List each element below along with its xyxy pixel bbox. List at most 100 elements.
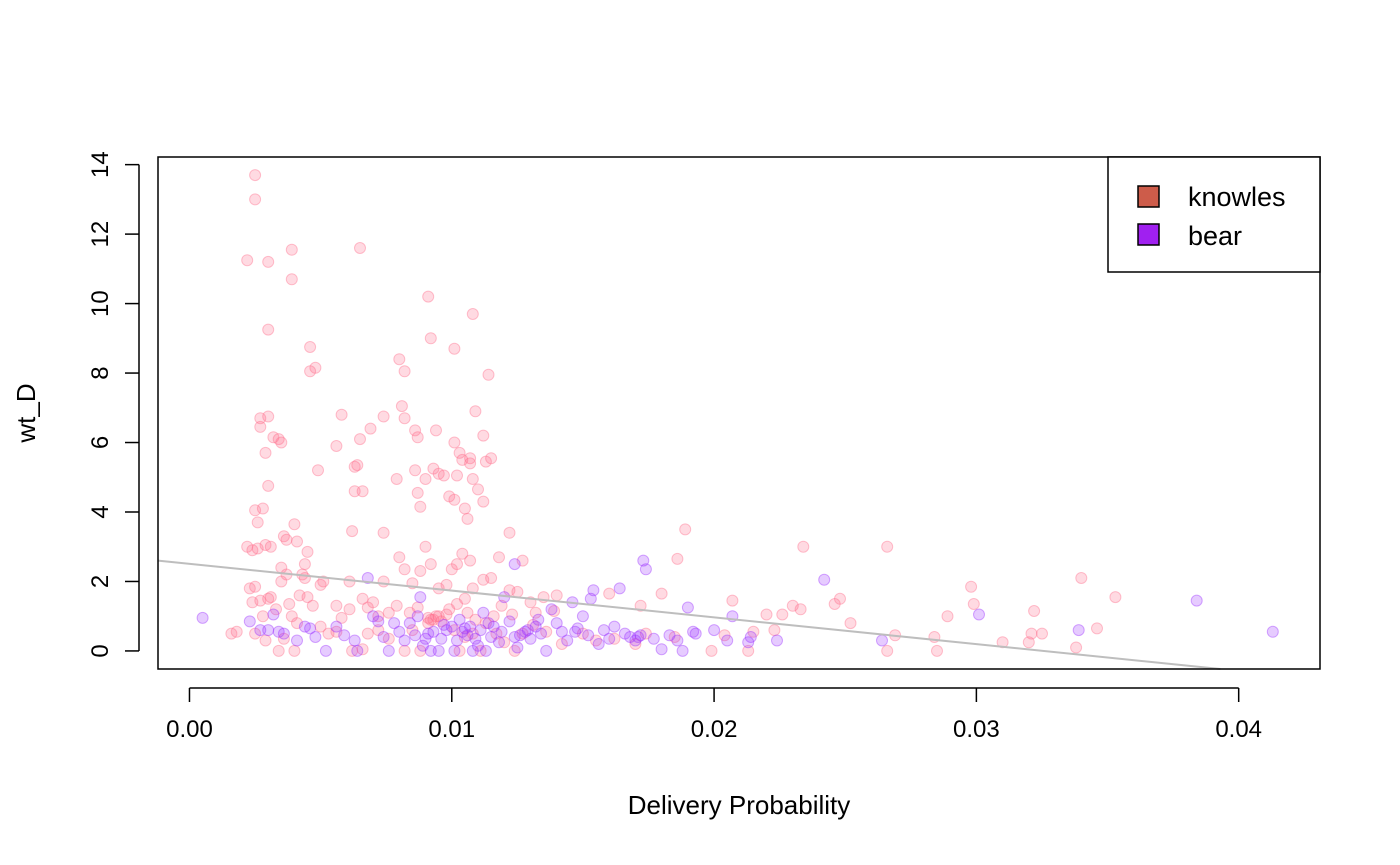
data-point-knowles-90 bbox=[493, 551, 505, 564]
data-point-knowles-161 bbox=[272, 644, 285, 657]
x-tick-label-4: 0.04 bbox=[1215, 716, 1262, 743]
data-point-knowles-202 bbox=[768, 624, 781, 637]
y-tick-label-1: 2 bbox=[87, 575, 114, 588]
data-point-knowles-222 bbox=[270, 603, 282, 616]
data-point-bear-78 bbox=[629, 634, 642, 647]
data-point-bear-45 bbox=[474, 624, 487, 637]
data-point-knowles-86 bbox=[419, 540, 432, 553]
data-point-bear-106 bbox=[569, 625, 582, 638]
data-point-bear-26 bbox=[414, 591, 427, 604]
data-point-bear-19 bbox=[377, 631, 390, 643]
data-point-bear-64 bbox=[555, 625, 568, 638]
data-point-bear-72 bbox=[597, 624, 610, 637]
data-point-bear-15 bbox=[351, 644, 364, 657]
data-point-knowles-153 bbox=[1070, 641, 1083, 654]
data-point-bear-55 bbox=[511, 641, 524, 654]
data-point-knowles-44 bbox=[437, 469, 450, 482]
y-axis: 0 2 4 6 8 10 12 14 bbox=[87, 151, 140, 658]
data-point-knowles-80 bbox=[264, 540, 277, 553]
data-point-bear-2 bbox=[254, 624, 267, 637]
data-point-knowles-214 bbox=[390, 599, 403, 612]
data-point-bear-101 bbox=[448, 644, 461, 657]
data-point-bear-102 bbox=[495, 625, 508, 638]
x-tick-label-0: 0.00 bbox=[166, 716, 213, 743]
data-point-bear-109 bbox=[647, 632, 660, 645]
data-point-bear-74 bbox=[608, 620, 621, 633]
data-point-knowles-194 bbox=[590, 634, 602, 647]
data-point-knowles-71 bbox=[280, 533, 293, 546]
data-point-knowles-47 bbox=[456, 453, 469, 466]
data-point-knowles-12 bbox=[398, 365, 411, 378]
data-point-knowles-220 bbox=[306, 599, 319, 612]
data-point-bear-14 bbox=[348, 634, 361, 647]
data-point-bear-83 bbox=[663, 629, 676, 642]
data-point-bear-59 bbox=[529, 620, 542, 633]
x-axis-title: Delivery Probability bbox=[628, 790, 851, 820]
data-point-bear-44 bbox=[472, 639, 484, 652]
data-point-knowles-76 bbox=[241, 540, 254, 553]
data-point-knowles-136 bbox=[760, 608, 773, 621]
data-point-knowles-174 bbox=[406, 624, 419, 637]
data-point-knowles-215 bbox=[382, 606, 395, 619]
data-point-knowles-123 bbox=[466, 582, 479, 595]
data-point-knowles-190 bbox=[527, 618, 540, 631]
data-point-bear-34 bbox=[440, 624, 453, 637]
data-point-knowles-154 bbox=[1075, 572, 1088, 584]
data-point-knowles-106 bbox=[301, 591, 314, 604]
data-point-knowles-166 bbox=[322, 627, 335, 640]
data-point-knowles-26 bbox=[364, 422, 377, 435]
data-point-knowles-167 bbox=[330, 625, 343, 638]
data-point-bear-4 bbox=[267, 608, 280, 621]
data-point-knowles-39 bbox=[312, 464, 324, 477]
data-point-bear-53 bbox=[503, 615, 516, 628]
plot-frame bbox=[157, 156, 1321, 670]
data-point-knowles-184 bbox=[474, 644, 487, 657]
data-point-knowles-103 bbox=[285, 610, 298, 623]
data-point-bear-108 bbox=[632, 631, 644, 643]
data-point-bear-92 bbox=[771, 634, 783, 647]
data-point-knowles-56 bbox=[348, 485, 361, 498]
data-point-bear-103 bbox=[508, 558, 521, 571]
data-point-bear-37 bbox=[453, 613, 466, 626]
data-point-knowles-20 bbox=[254, 420, 267, 433]
data-point-knowles-225 bbox=[487, 610, 500, 623]
data-point-knowles-87 bbox=[456, 547, 469, 560]
data-point-knowles-68 bbox=[461, 512, 474, 525]
data-point-knowles-94 bbox=[797, 540, 810, 553]
data-point-knowles-17 bbox=[482, 368, 495, 381]
data-point-knowles-102 bbox=[275, 575, 288, 588]
data-point-bear-56 bbox=[514, 629, 526, 642]
data-point-knowles-145 bbox=[941, 610, 954, 623]
data-point-bear-58 bbox=[524, 632, 537, 645]
data-point-knowles-177 bbox=[427, 613, 440, 626]
data-point-knowles-1 bbox=[249, 169, 262, 182]
data-point-knowles-100 bbox=[262, 592, 275, 605]
data-point-knowles-11 bbox=[393, 353, 406, 366]
data-point-knowles-45 bbox=[448, 436, 461, 449]
data-point-knowles-213 bbox=[403, 606, 416, 619]
data-point-bear-60 bbox=[535, 627, 547, 640]
data-point-knowles-221 bbox=[283, 598, 296, 610]
data-point-knowles-149 bbox=[1022, 636, 1035, 649]
data-point-knowles-192 bbox=[555, 638, 568, 650]
data-point-knowles-150 bbox=[1025, 627, 1038, 640]
data-point-knowles-57 bbox=[356, 485, 369, 498]
data-point-knowles-65 bbox=[466, 473, 479, 485]
data-point-bear-85 bbox=[681, 601, 694, 614]
data-point-bear-13 bbox=[338, 629, 351, 642]
data-point-knowles-193 bbox=[576, 627, 589, 640]
data-point-knowles-8 bbox=[304, 341, 317, 353]
data-point-knowles-89 bbox=[464, 554, 477, 567]
data-point-bear-33 bbox=[435, 632, 448, 645]
data-point-knowles-186 bbox=[490, 627, 503, 640]
points-layer bbox=[196, 169, 1279, 657]
data-point-knowles-35 bbox=[330, 440, 343, 452]
x-axis: 0.00 0.01 0.02 0.03 0.04 bbox=[166, 687, 1262, 743]
data-point-knowles-127 bbox=[511, 585, 524, 598]
data-point-knowles-160 bbox=[259, 634, 272, 647]
data-point-knowles-5 bbox=[285, 273, 298, 286]
data-point-bear-54 bbox=[508, 631, 521, 643]
data-point-knowles-223 bbox=[256, 610, 269, 623]
data-point-bear-20 bbox=[382, 644, 395, 657]
data-point-knowles-156 bbox=[1109, 591, 1122, 604]
